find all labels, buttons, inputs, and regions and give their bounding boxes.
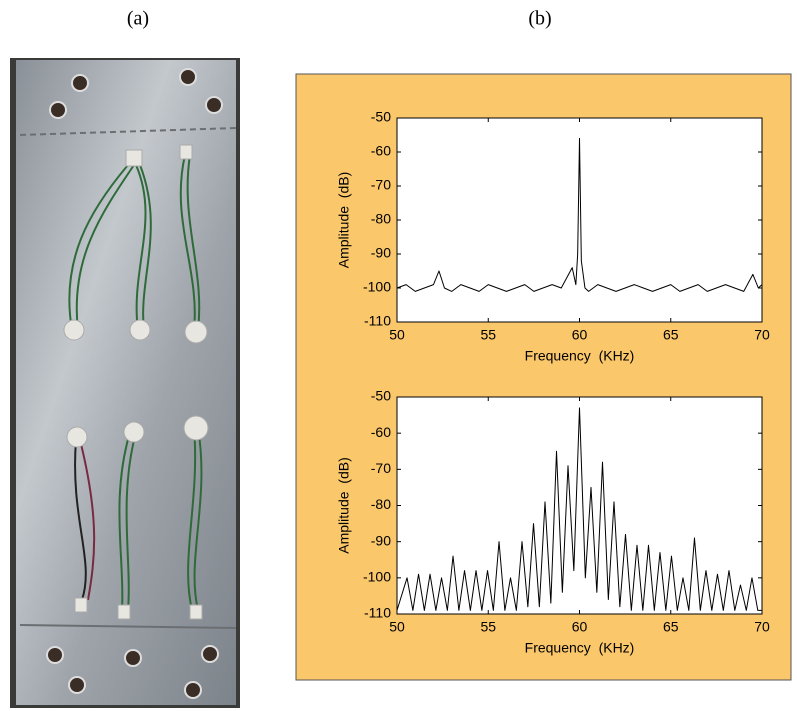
x-axis-label: Frequency (KHz) xyxy=(525,640,635,656)
x-axis-label: Frequency (KHz) xyxy=(525,348,635,364)
y-tick-label: -110 xyxy=(364,313,391,329)
y-tick-label: -50 xyxy=(371,388,391,404)
plot-frame xyxy=(396,396,763,615)
x-tick-label: 50 xyxy=(389,327,405,343)
y-tick-label: -60 xyxy=(371,424,391,440)
y-tick-label: -90 xyxy=(371,245,391,261)
y-tick-label: -80 xyxy=(371,211,391,227)
spectrum-line xyxy=(396,137,763,292)
x-tick-label: 70 xyxy=(754,619,770,635)
y-tick-label: -90 xyxy=(371,532,391,548)
y-tick-label: -70 xyxy=(371,177,391,193)
y-tick-label: -80 xyxy=(371,496,391,512)
y-tick-label: -50 xyxy=(371,109,391,125)
x-tick-label: 50 xyxy=(389,619,405,635)
x-tick-label: 60 xyxy=(572,327,588,343)
y-tick-label: -60 xyxy=(371,143,391,159)
y-axis-label: Amplitude (dB) xyxy=(336,457,352,553)
plot-frame xyxy=(396,117,763,323)
plot-area xyxy=(397,397,762,614)
photo xyxy=(10,58,240,708)
x-tick-label: 65 xyxy=(663,619,679,635)
panel-label: (b) xyxy=(528,8,551,30)
x-tick-label: 70 xyxy=(754,327,770,343)
y-axis-label: Amplitude (dB) xyxy=(336,172,352,268)
panel-label: (a) xyxy=(127,8,149,30)
y-tick-label: -70 xyxy=(371,460,391,476)
x-tick-label: 55 xyxy=(480,619,496,635)
x-tick-label: 60 xyxy=(572,619,588,635)
spectrum-line xyxy=(396,407,762,611)
x-tick-label: 55 xyxy=(480,327,496,343)
y-tick-label: -110 xyxy=(364,605,391,621)
x-tick-label: 65 xyxy=(663,327,679,343)
y-tick-label: -100 xyxy=(363,569,391,585)
y-tick-label: -100 xyxy=(363,279,391,295)
